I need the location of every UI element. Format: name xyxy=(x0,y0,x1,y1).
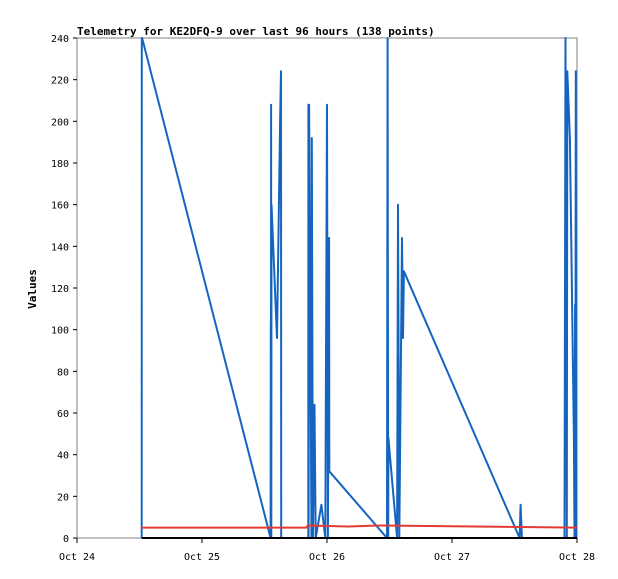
series-line-2 xyxy=(141,524,578,529)
y-tick-label: 40 xyxy=(57,451,69,462)
y-tick-label: 140 xyxy=(51,242,69,253)
y-tick-label: 220 xyxy=(51,76,69,87)
y-tick-label: 100 xyxy=(51,326,69,337)
y-tick-label: 200 xyxy=(51,117,69,128)
y-tick-label: 20 xyxy=(57,492,69,503)
y-tick-label: 0 xyxy=(63,534,69,545)
series-layer xyxy=(140,37,578,539)
y-tick-label: 240 xyxy=(51,34,69,45)
chart-title: Telemetry for KE2DFQ-9 over last 96 hour… xyxy=(77,25,435,38)
y-tick-label: 120 xyxy=(51,284,69,295)
y-axis-label: Values xyxy=(26,269,39,309)
y-tick-label: 180 xyxy=(51,159,69,170)
y-tick-label: 60 xyxy=(57,409,69,420)
x-tick-label: Oct 24 xyxy=(59,552,95,563)
x-tick-label: Oct 27 xyxy=(434,552,470,563)
series-line-1 xyxy=(140,37,578,539)
x-tick-label: Oct 28 xyxy=(559,552,595,563)
y-tick-label: 160 xyxy=(51,201,69,212)
x-tick-label: Oct 26 xyxy=(309,552,345,563)
y-axis: 0 20 40 60 80 100 120 140 160 180 200 220 240 xyxy=(51,34,77,545)
x-tick-label: Oct 25 xyxy=(184,552,220,563)
x-axis: Oct 24 Oct 25 Oct 26 Oct 27 Oct 28 xyxy=(59,538,595,563)
y-tick-label: 80 xyxy=(57,367,69,378)
